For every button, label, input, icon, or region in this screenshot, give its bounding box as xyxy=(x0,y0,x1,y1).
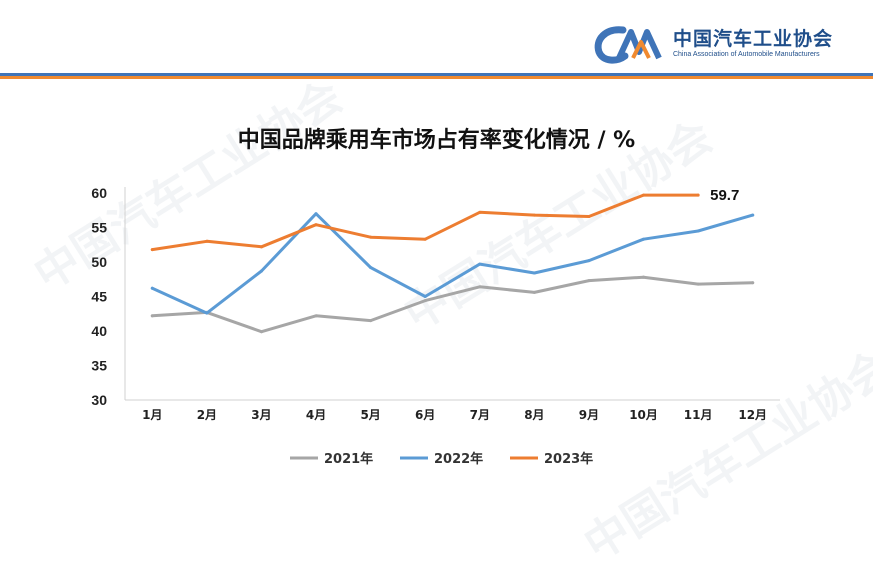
x-tick-label: 6月 xyxy=(415,408,435,422)
data-point xyxy=(696,229,700,233)
header-divider xyxy=(0,73,873,79)
data-label: 59.7 xyxy=(710,187,739,204)
y-tick-label: 50 xyxy=(91,254,107,270)
data-point xyxy=(642,275,646,279)
data-point xyxy=(423,237,427,241)
data-point xyxy=(314,212,318,216)
line-chart: 30 35 40 45 50 55 60 1月 2月 3月 4月 5月 6月 7月 8月 9月 10月 11月 12… xyxy=(91,185,780,467)
y-tick-label: 45 xyxy=(91,289,107,305)
data-point xyxy=(751,213,755,217)
legend-label: 2022年 xyxy=(434,451,483,467)
data-point xyxy=(150,286,154,290)
data-point xyxy=(423,295,427,298)
data-point xyxy=(259,245,263,249)
data-point xyxy=(478,262,482,266)
legend-label: 2023年 xyxy=(544,451,593,467)
data-point xyxy=(314,223,318,227)
x-tick-label: 11月 xyxy=(684,408,713,422)
chart-title: 中国品牌乘用车市场占有率变化情况 / % xyxy=(237,128,636,153)
x-tick-label: 10月 xyxy=(629,408,658,422)
data-point xyxy=(369,266,373,270)
series-line-2023年 xyxy=(150,193,700,252)
data-point xyxy=(696,282,700,286)
data-point xyxy=(423,299,427,303)
caam-logo: 中国汽车工业协会 China Association of Automobile… xyxy=(593,22,833,66)
data-point xyxy=(205,311,209,315)
data-point xyxy=(642,193,646,197)
header: 中国汽车工业协会 China Association of Automobile… xyxy=(0,0,873,82)
data-point xyxy=(369,235,373,239)
data-point xyxy=(259,269,263,273)
caam-logo-icon xyxy=(594,26,662,64)
x-tick-label: 12月 xyxy=(738,408,767,422)
data-point xyxy=(259,330,263,334)
x-tick-label: 2月 xyxy=(197,408,217,422)
x-tick-label: 5月 xyxy=(360,408,380,422)
org-name-en: China Association of Automobile Manufact… xyxy=(672,51,820,58)
data-point xyxy=(696,193,700,197)
y-tick-label: 35 xyxy=(91,358,107,374)
x-tick-label: 4月 xyxy=(306,408,326,422)
y-tick-label: 55 xyxy=(91,220,107,236)
data-point xyxy=(751,281,755,285)
data-point xyxy=(150,314,154,318)
y-tick-label: 30 xyxy=(91,392,107,408)
legend-label: 2021年 xyxy=(324,451,373,467)
data-point xyxy=(478,285,482,289)
y-tick-label: 60 xyxy=(91,185,107,201)
data-point xyxy=(532,213,536,217)
series-line-2022年 xyxy=(150,212,755,315)
org-name-cn: 中国汽车工业协会 xyxy=(672,28,833,50)
data-point xyxy=(532,271,536,275)
data-point xyxy=(587,259,591,263)
series-line-2021年 xyxy=(150,275,755,334)
data-point xyxy=(642,237,646,241)
x-tick-label: 1月 xyxy=(142,408,162,422)
data-point xyxy=(587,279,591,283)
x-tick-label: 7月 xyxy=(470,408,490,422)
data-point xyxy=(478,210,482,214)
data-point xyxy=(314,314,318,318)
x-tick-label: 9月 xyxy=(579,408,599,422)
data-point xyxy=(205,239,209,243)
x-tick-label: 8月 xyxy=(524,408,544,422)
data-point xyxy=(587,214,591,218)
x-tick-label: 3月 xyxy=(251,408,271,422)
data-point xyxy=(369,319,373,323)
data-point xyxy=(150,248,154,252)
data-point xyxy=(532,290,536,294)
y-tick-label: 40 xyxy=(91,323,107,339)
